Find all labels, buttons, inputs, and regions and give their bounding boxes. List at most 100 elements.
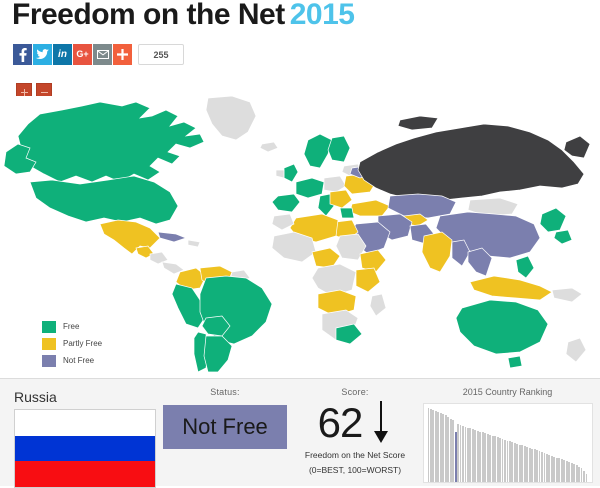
country-philippines bbox=[515, 255, 535, 279]
country-usa bbox=[29, 175, 179, 225]
country-costarica-panama bbox=[161, 261, 185, 275]
ranking-bar bbox=[481, 432, 484, 482]
country-mongolia bbox=[467, 197, 519, 217]
country-west-africa bbox=[271, 231, 317, 263]
ranking-bar bbox=[575, 464, 578, 482]
ranking-bar bbox=[518, 444, 521, 482]
ranking-bar bbox=[568, 461, 571, 482]
country-alaska bbox=[3, 143, 37, 175]
ranking-bar bbox=[449, 418, 452, 482]
country-flag bbox=[14, 409, 156, 488]
ranking-bar bbox=[553, 456, 556, 482]
country-ecuador-peru bbox=[171, 283, 207, 329]
ranking-bar bbox=[560, 459, 563, 482]
ranking-bar bbox=[464, 426, 467, 482]
social-share-bar: in G+ 255 bbox=[13, 44, 184, 65]
ranking-bar bbox=[526, 447, 529, 482]
score-value: 62 bbox=[317, 399, 364, 446]
googleplus-share-label: G+ bbox=[76, 49, 89, 59]
ranking-bar bbox=[531, 448, 534, 482]
ranking-bar bbox=[558, 458, 561, 482]
legend-swatch-not-free bbox=[42, 355, 56, 367]
ranking-bar bbox=[439, 412, 442, 482]
flag-stripe-red bbox=[15, 461, 155, 487]
twitter-share-icon[interactable] bbox=[33, 44, 52, 65]
country-angola-zambia bbox=[317, 289, 357, 317]
score-caption-line1: Freedom on the Net Score bbox=[304, 450, 406, 460]
legend-item-partly-free: Partly Free bbox=[42, 337, 102, 351]
ranking-bar bbox=[506, 440, 509, 482]
country-morocco bbox=[271, 213, 295, 231]
status-column: Status: Not Free bbox=[160, 379, 290, 449]
country-ethiopia bbox=[359, 249, 387, 273]
ranking-bar bbox=[437, 412, 440, 482]
score-label: Score: bbox=[341, 387, 369, 397]
page-title-year: 2015 bbox=[289, 0, 355, 31]
world-map[interactable] bbox=[0, 96, 600, 374]
country-new-zealand bbox=[565, 337, 587, 363]
country-colombia bbox=[175, 267, 207, 291]
ranking-bar bbox=[583, 470, 585, 482]
country-france-germany bbox=[295, 177, 325, 199]
ranking-bar bbox=[585, 473, 588, 482]
country-greece bbox=[339, 207, 355, 219]
country-russia-kamchatka bbox=[563, 135, 591, 159]
ranking-bar bbox=[499, 438, 501, 482]
ranking-bar bbox=[523, 446, 526, 482]
country-japan-south bbox=[553, 229, 573, 245]
more-share-icon[interactable] bbox=[113, 44, 132, 65]
country-thailand-vietnam bbox=[467, 247, 493, 277]
country-papua bbox=[551, 287, 583, 303]
email-share-icon[interactable] bbox=[93, 44, 112, 65]
linkedin-share-icon[interactable]: in bbox=[53, 44, 72, 65]
ranking-chart[interactable] bbox=[422, 403, 593, 483]
ranking-bar bbox=[457, 424, 459, 482]
country-india bbox=[421, 231, 453, 273]
country-ireland bbox=[275, 169, 285, 179]
country-south-africa bbox=[335, 323, 363, 345]
ranking-bar bbox=[474, 429, 477, 482]
ranking-bar bbox=[444, 415, 447, 482]
ranking-bar bbox=[504, 439, 506, 482]
ranking-bar bbox=[452, 420, 455, 482]
ranking-bar bbox=[543, 452, 546, 482]
ranking-column: 2015 Country Ranking bbox=[420, 379, 595, 483]
ranking-bar bbox=[516, 443, 519, 482]
country-greenland bbox=[205, 96, 257, 141]
ranking-bar-selected bbox=[454, 431, 457, 482]
legend-swatch-free bbox=[42, 321, 56, 333]
country-tasmania bbox=[507, 355, 523, 369]
country-sudan bbox=[335, 233, 367, 261]
country-kazakhstan bbox=[387, 193, 457, 219]
legend-swatch-partly-free bbox=[42, 338, 56, 350]
ranking-bar bbox=[546, 454, 548, 482]
ranking-bar bbox=[459, 425, 462, 482]
country-name: Russia bbox=[14, 389, 57, 405]
legend-label-partly-free: Partly Free bbox=[63, 339, 103, 348]
ranking-bar bbox=[533, 449, 536, 482]
ranking-bar bbox=[432, 410, 435, 482]
country-norway-sweden bbox=[303, 133, 333, 169]
ranking-bar bbox=[578, 466, 580, 482]
googleplus-share-icon[interactable]: G+ bbox=[73, 44, 92, 65]
ranking-bar bbox=[469, 428, 472, 482]
page-title-main: Freedom on the Net bbox=[12, 0, 285, 31]
ranking-bars bbox=[427, 408, 588, 482]
share-count-badge: 255 bbox=[138, 44, 184, 65]
ranking-bar bbox=[462, 425, 464, 482]
ranking-bar bbox=[447, 416, 450, 482]
ranking-bar bbox=[501, 438, 504, 482]
ranking-bar bbox=[573, 464, 576, 482]
country-nigeria bbox=[311, 247, 341, 269]
score-caption-line2: (0=BEST, 100=WORST) bbox=[308, 465, 402, 475]
ranking-bar bbox=[484, 433, 487, 482]
legend-item-free: Free bbox=[42, 320, 102, 334]
facebook-share-icon[interactable] bbox=[13, 44, 32, 65]
ranking-bar bbox=[528, 447, 531, 482]
ranking-bar bbox=[550, 455, 553, 482]
ranking-bar bbox=[479, 431, 482, 482]
ranking-bar bbox=[548, 455, 551, 482]
ranking-bar bbox=[494, 436, 497, 482]
country-malaysia-indonesia bbox=[469, 275, 553, 301]
flag-stripe-blue bbox=[15, 435, 155, 462]
